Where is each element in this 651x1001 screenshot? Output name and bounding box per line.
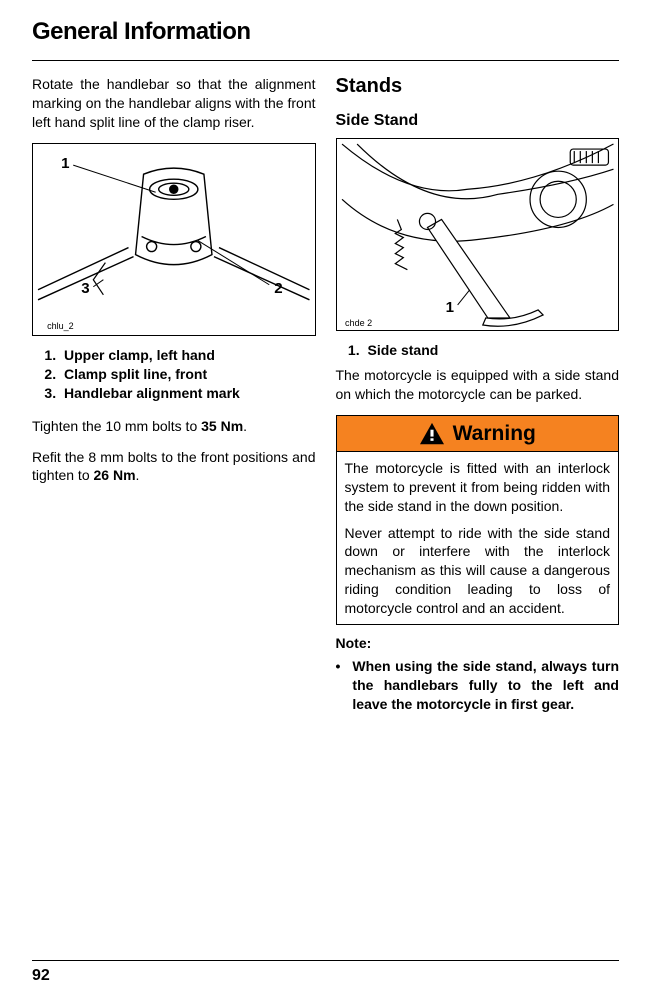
page-title: General Information (32, 18, 619, 46)
warning-header: Warning (337, 416, 619, 452)
footer-rule (32, 960, 619, 961)
callout-3: 3 (81, 280, 89, 297)
content-columns: Rotate the handlebar so that the alignme… (32, 75, 619, 714)
side-stand-figure: 1 chde 2 (336, 138, 620, 331)
left-column: Rotate the handlebar so that the alignme… (32, 75, 316, 714)
warning-box: Warning The motorcycle is fitted with an… (336, 415, 620, 625)
callout-1-right: 1 (445, 299, 453, 316)
note-item: • When using the side stand, always turn… (336, 657, 620, 713)
warning-triangle-icon (419, 422, 445, 446)
title-rule (32, 60, 619, 61)
warning-label: Warning (453, 422, 536, 446)
text-span: . (136, 467, 140, 483)
figure-key-left: Upper clamp, left hand Clamp split line,… (32, 346, 316, 403)
value-span: 26 Nm (94, 467, 136, 483)
stands-heading: Stands (336, 75, 620, 98)
value-span: 35 Nm (201, 418, 243, 434)
key-item: Clamp split line, front (60, 365, 316, 384)
callout-2: 2 (274, 280, 282, 297)
warning-p2: Never attempt to ride with the side stan… (345, 524, 611, 618)
figure-caption-left: chlu_2 (47, 321, 74, 331)
key-item: Side stand (364, 341, 620, 360)
key-item: Upper clamp, left hand (60, 346, 316, 365)
right-column: Stands Side Stand (336, 75, 620, 714)
note-text: When using the side stand, always turn t… (352, 657, 619, 713)
tighten-text-b: Refit the 8 mm bolts to the front positi… (32, 448, 316, 486)
warning-p1: The motorcycle is fitted with an interlo… (345, 459, 611, 515)
figure-key-right: Side stand (336, 341, 620, 360)
note-list: • When using the side stand, always turn… (336, 657, 620, 713)
figure-caption-right: chde 2 (345, 318, 372, 328)
bullet-icon: • (336, 657, 341, 713)
text-span: Refit the 8 mm bolts to the front positi… (32, 449, 316, 484)
warning-body: The motorcycle is fitted with an interlo… (337, 452, 619, 624)
handlebar-figure: 1 2 3 chlu_2 (32, 143, 316, 336)
side-stand-para: The motorcycle is equipped with a side s… (336, 366, 620, 404)
note-label: Note: (336, 635, 620, 651)
callout-1: 1 (61, 155, 69, 172)
page-footer: 92 (32, 960, 619, 985)
key-item: Handlebar alignment mark (60, 384, 316, 403)
side-stand-heading: Side Stand (336, 112, 620, 130)
intro-text: Rotate the handlebar so that the alignme… (32, 75, 316, 131)
text-span: Tighten the 10 mm bolts to (32, 418, 201, 434)
tighten-text-a: Tighten the 10 mm bolts to 35 Nm. (32, 417, 316, 436)
page-number: 92 (32, 967, 619, 985)
text-span: . (243, 418, 247, 434)
